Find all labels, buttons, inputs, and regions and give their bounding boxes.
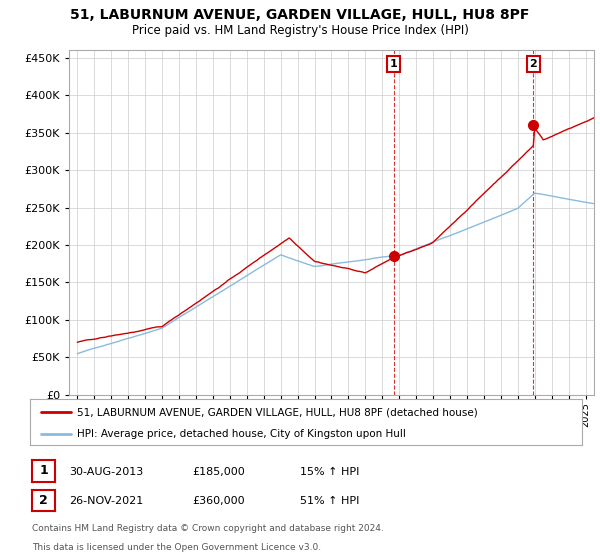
Text: 15% ↑ HPI: 15% ↑ HPI	[300, 466, 359, 477]
Text: 51, LABURNUM AVENUE, GARDEN VILLAGE, HULL, HU8 8PF (detached house): 51, LABURNUM AVENUE, GARDEN VILLAGE, HUL…	[77, 407, 478, 417]
Text: 26-NOV-2021: 26-NOV-2021	[69, 496, 143, 506]
Text: 2: 2	[529, 59, 537, 69]
Text: 30-AUG-2013: 30-AUG-2013	[69, 466, 143, 477]
Text: 1: 1	[390, 59, 398, 69]
Text: Contains HM Land Registry data © Crown copyright and database right 2024.: Contains HM Land Registry data © Crown c…	[32, 524, 384, 533]
Text: 1: 1	[40, 464, 48, 478]
Text: This data is licensed under the Open Government Licence v3.0.: This data is licensed under the Open Gov…	[32, 543, 322, 552]
Text: 51, LABURNUM AVENUE, GARDEN VILLAGE, HULL, HU8 8PF: 51, LABURNUM AVENUE, GARDEN VILLAGE, HUL…	[70, 8, 530, 22]
Text: £185,000: £185,000	[192, 466, 245, 477]
Text: 51% ↑ HPI: 51% ↑ HPI	[300, 496, 359, 506]
Text: £360,000: £360,000	[192, 496, 245, 506]
Text: HPI: Average price, detached house, City of Kingston upon Hull: HPI: Average price, detached house, City…	[77, 429, 406, 438]
Text: 2: 2	[40, 494, 48, 507]
Text: Price paid vs. HM Land Registry's House Price Index (HPI): Price paid vs. HM Land Registry's House …	[131, 24, 469, 36]
